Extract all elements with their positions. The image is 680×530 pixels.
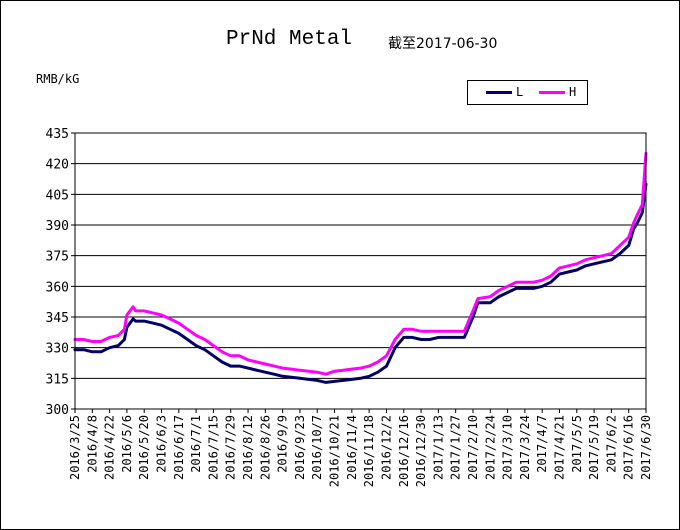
x-tick-label: 2016/5/20 [137,415,151,480]
x-tick-label: 2016/12/2 [379,415,393,480]
date-note: 截至2017-06-30 [388,36,498,52]
x-tick-label: 2016/4/8 [85,415,99,473]
x-tick-label: 2016/10/7 [310,415,324,480]
x-tick-label: 2016/11/18 [362,415,376,487]
legend-swatch-l [486,91,512,94]
series-line-h [73,151,648,376]
x-tick-label: 2016/11/4 [345,415,359,480]
x-tick-label: 2016/5/6 [120,415,134,473]
x-tick-label: 2016/6/17 [172,415,186,480]
x-tick-label: 2017/1/27 [449,415,463,480]
y-tick-label: 300 [46,403,69,418]
x-tick-label: 2017/3/10 [501,415,515,480]
y-unit-label: RMB/kG [36,72,80,86]
legend-label-h: H [569,85,577,99]
y-tick-label: 345 [46,311,69,326]
y-tick-label: 375 [46,250,69,265]
x-tick-label: 2017/5/5 [570,415,584,473]
x-tick-label: 2017/6/2 [604,415,618,473]
legend-swatch-h [539,91,565,94]
y-tick-label: 330 [46,342,69,357]
x-tick-label: 2017/2/10 [466,415,480,480]
x-tick-label: 2016/8/26 [258,415,272,480]
x-tick-label: 2017/1/13 [431,415,445,480]
x-tick-label: 2016/12/30 [414,415,428,487]
x-tick-label: 2016/6/3 [155,415,169,473]
x-tick-label: 2016/7/1 [189,415,203,473]
x-tick-label: 2016/9/23 [293,415,307,480]
x-tick-label: 2017/4/7 [535,415,549,473]
x-tick-label: 2017/6/30 [639,415,653,480]
plot-border [74,132,647,410]
y-tick-label: 315 [46,372,69,387]
x-tick-label: 2016/8/12 [241,415,255,480]
x-tick-label: 2017/4/21 [552,415,566,480]
legend: L H [467,80,588,105]
x-tick-label: 2016/7/29 [224,415,238,480]
x-tick-label: 2017/6/16 [622,415,636,480]
series-group [73,151,648,384]
x-tick-label: 2017/2/24 [483,415,497,480]
y-tick-label: 390 [46,219,69,234]
y-axis-ticks: 300 315 330 345 360 375 390 405 420 435 [46,127,75,418]
x-tick-label: 2016/7/15 [206,415,220,480]
y-tick-label: 420 [46,158,69,173]
x-tick-label: 2017/3/24 [518,415,532,480]
series-line-l [73,182,648,384]
x-tick-label: 2016/3/25 [68,415,82,480]
x-axis-ticks: 2016/3/25 2016/4/8 2016/4/22 2016/5/6 2016/5… [68,409,653,487]
chart-title: PrNd Metal [226,28,353,51]
y-tick-label: 405 [46,188,69,203]
x-tick-label: 2016/12/16 [397,415,411,487]
y-tick-label: 435 [46,127,69,142]
x-tick-label: 2017/5/19 [587,415,601,480]
y-tick-label: 360 [46,280,69,295]
x-tick-label: 2016/4/22 [103,415,117,480]
x-tick-label: 2016/9/9 [276,415,290,473]
x-tick-label: 2016/10/21 [328,415,342,487]
legend-label-l: L [516,85,524,99]
